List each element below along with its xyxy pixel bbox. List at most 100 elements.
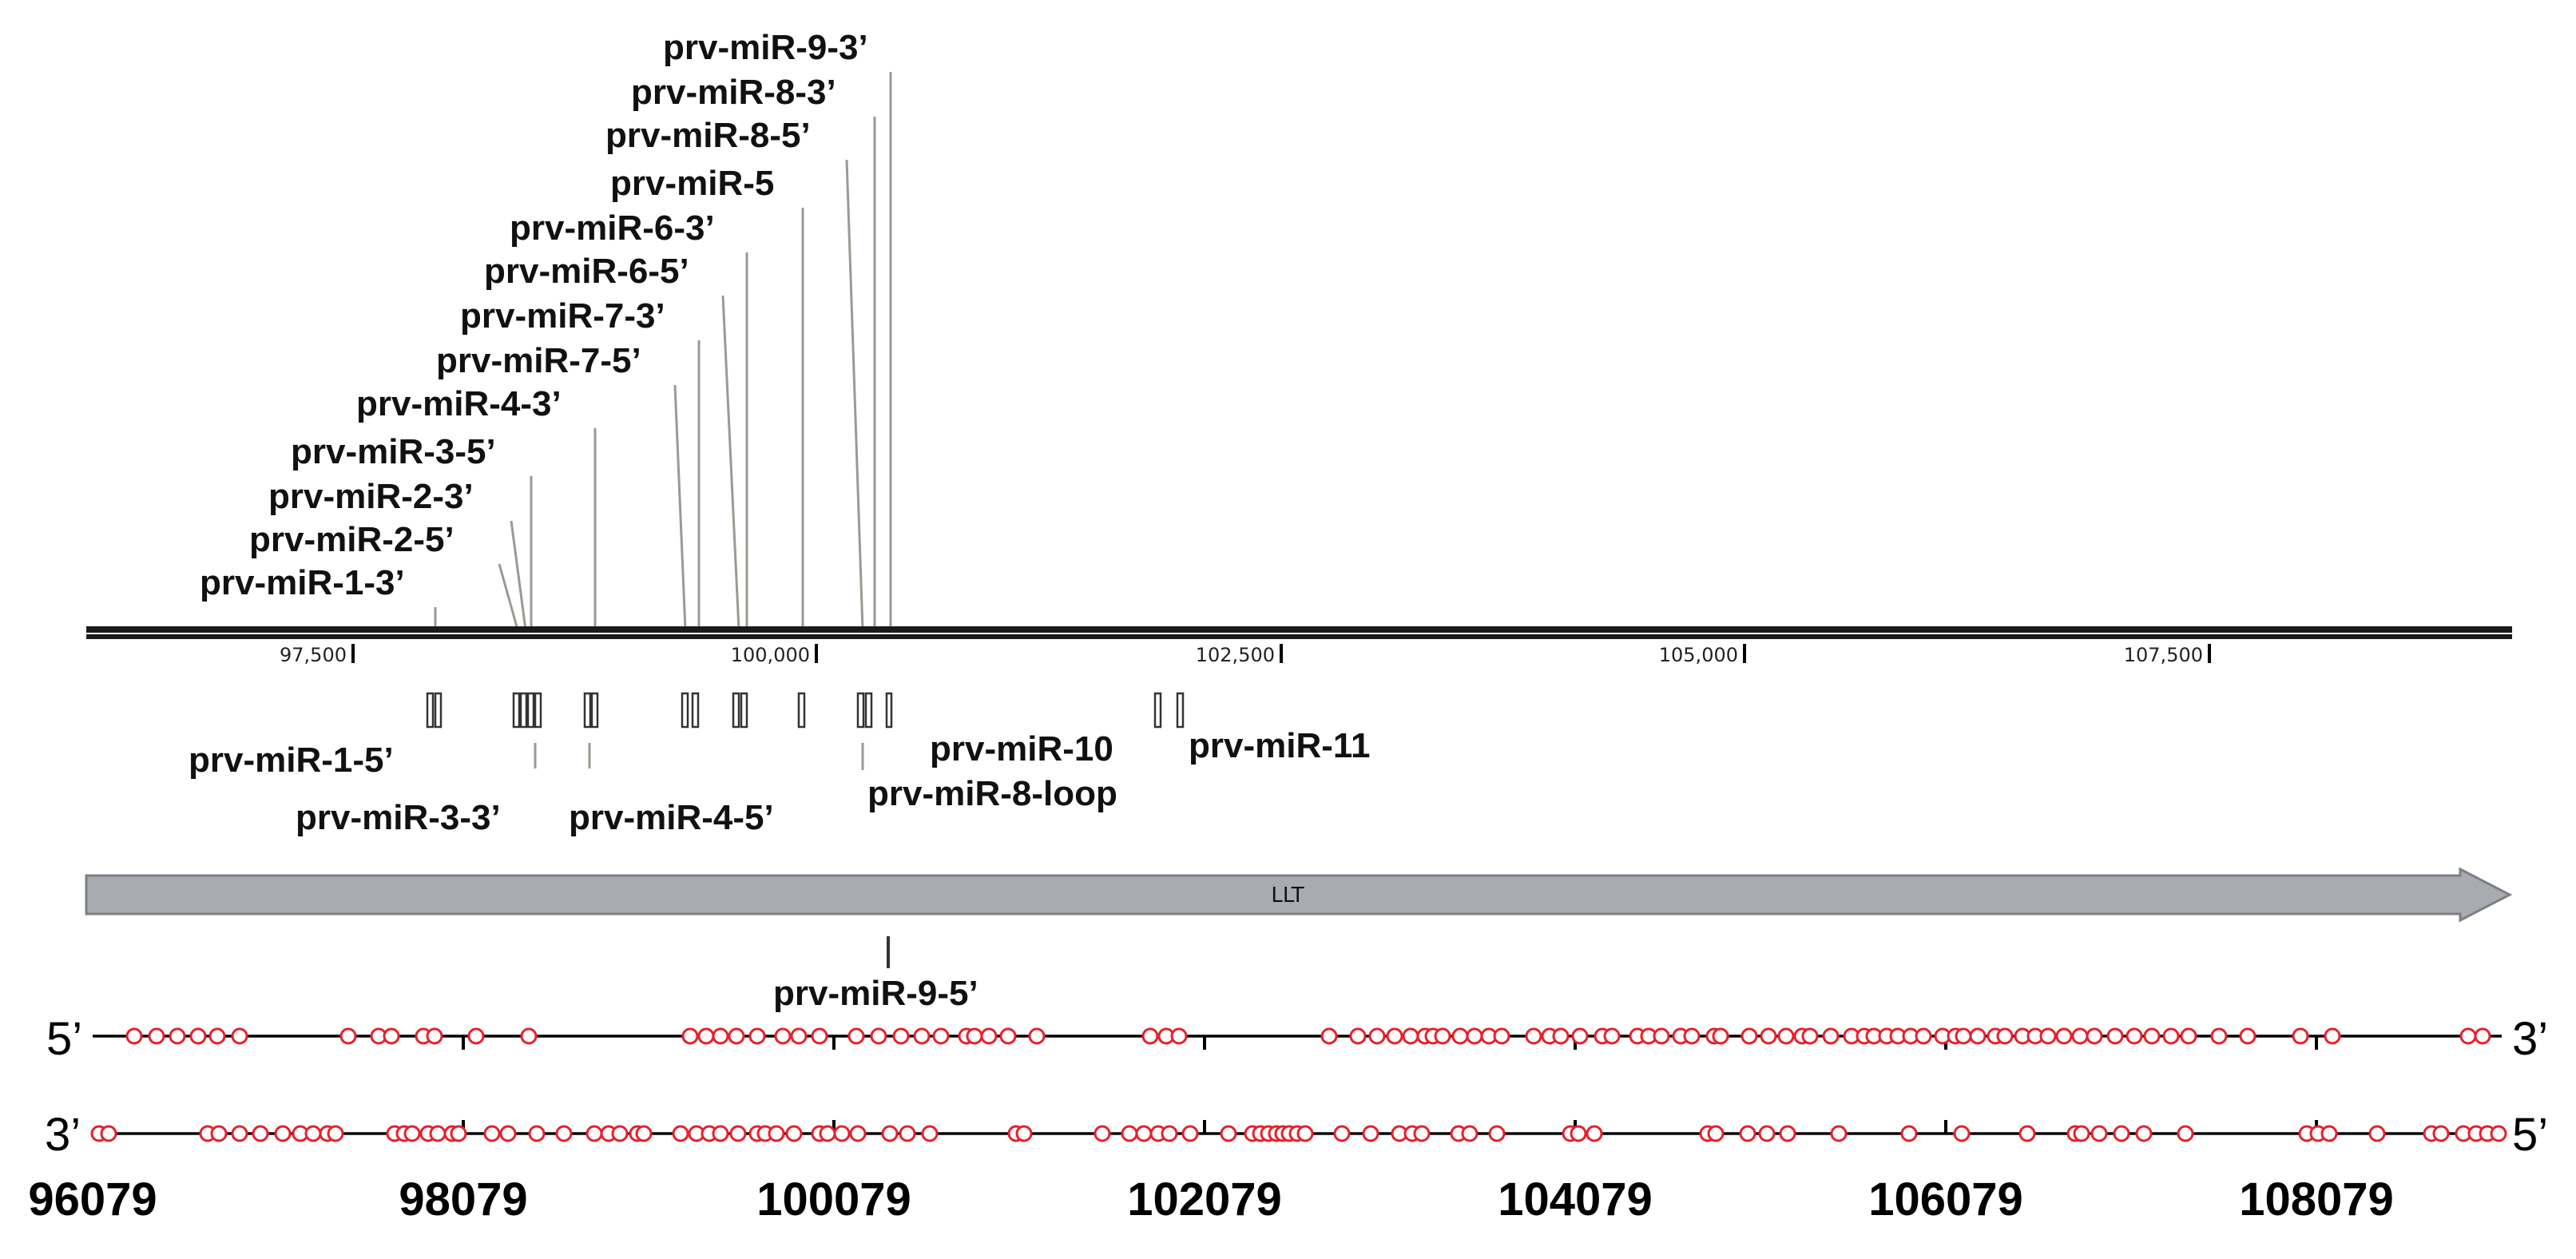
strand-site-marker xyxy=(100,1125,117,1142)
coord-98079: 98079 xyxy=(399,1174,527,1225)
label-mir-8-loop: prv-miR-8-loop xyxy=(867,774,1117,813)
strand-site-marker xyxy=(892,1027,910,1045)
bottom-strand-sites xyxy=(90,1125,2507,1142)
strand-site-marker xyxy=(1466,1027,1483,1045)
strand-site-marker xyxy=(1220,1125,1237,1142)
strand-site-marker xyxy=(980,1027,998,1045)
strand-site-marker xyxy=(450,1125,467,1142)
strand-site-marker xyxy=(1413,1125,1431,1142)
strand-site-marker xyxy=(1161,1125,1178,1142)
strand-site-marker xyxy=(729,1125,747,1142)
strand-site-marker xyxy=(383,1027,400,1045)
strand-site-marker xyxy=(1915,1027,1932,1045)
strand-site-marker xyxy=(1571,1027,1589,1045)
label-mir-8-5: prv-miR-8-5’ xyxy=(605,116,811,155)
strand-site-marker xyxy=(252,1125,269,1142)
strand-site-marker xyxy=(2086,1027,2103,1045)
strand-site-marker xyxy=(1121,1125,1138,1142)
strand-site-marker xyxy=(1740,1027,1758,1045)
label-mir-5: prv-miR-5 xyxy=(610,164,774,203)
strand-site-marker xyxy=(847,1027,865,1045)
bottom-mirna-labels: prv-miR-1-5’ prv-miR-3-3’ prv-miR-4-5’ p… xyxy=(189,726,1370,837)
label-mir-10: prv-miR-10 xyxy=(930,729,1113,769)
strand-site-marker xyxy=(189,1027,207,1045)
strand-site-marker xyxy=(1296,1125,1314,1142)
tick-label-97500: 97,500 xyxy=(280,644,347,666)
strand-site-marker xyxy=(2432,1125,2450,1142)
strand-site-marker xyxy=(999,1027,1017,1045)
strand-site-marker xyxy=(2459,1027,2477,1045)
strand-site-marker xyxy=(520,1027,538,1045)
strand-site-marker xyxy=(2177,1125,2194,1142)
strand-site-marker xyxy=(1779,1125,1796,1142)
strand-site-marker xyxy=(1822,1027,1840,1045)
top-strand: 5’ 3’ xyxy=(46,1013,2548,1065)
top-strand-sites xyxy=(125,1027,2491,1045)
strand-site-marker xyxy=(966,1027,983,1045)
strand-site-marker xyxy=(1739,1125,1756,1142)
strand-site-marker xyxy=(1525,1027,1542,1045)
coord-108079: 108079 xyxy=(2239,1174,2394,1225)
strand-site-marker xyxy=(635,1125,653,1142)
coord-104079: 104079 xyxy=(1498,1174,1653,1225)
strand-site-marker xyxy=(231,1125,248,1142)
label-mir-1-3: prv-miR-1-3’ xyxy=(200,563,405,602)
strand-site-marker xyxy=(1402,1027,1419,1045)
strand-site-marker xyxy=(2180,1027,2197,1045)
strand-site-marker xyxy=(2055,1027,2073,1045)
strand-site-marker xyxy=(1461,1125,1479,1142)
top-mirna-labels: prv-miR-9-3’ prv-miR-8-3’ prv-miR-8-5’ p… xyxy=(200,28,868,602)
strand-site-marker xyxy=(2018,1125,2036,1142)
top-leader-lines xyxy=(434,72,892,630)
strand-site-marker xyxy=(1712,1027,1729,1045)
strand-site-marker xyxy=(426,1027,443,1045)
strand-site-marker xyxy=(833,1125,851,1142)
strand-site-marker xyxy=(555,1125,573,1142)
strand-site-marker xyxy=(1362,1125,1379,1142)
strand-site-marker xyxy=(483,1125,501,1142)
strand-site-marker xyxy=(1141,1027,1159,1045)
strand-site-marker xyxy=(1015,1125,1033,1142)
strand-site-marker xyxy=(728,1027,745,1045)
strand-site-marker xyxy=(2320,1125,2338,1142)
strand-site-marker xyxy=(2143,1027,2161,1045)
coordinate-labels: 96079 98079 100079 102079 104079 106079 … xyxy=(28,1174,2393,1225)
strand-site-marker xyxy=(2490,1125,2507,1142)
label-mir-6-3: prv-miR-6-3’ xyxy=(510,209,715,248)
strand-site-marker xyxy=(672,1125,689,1142)
strand-site-marker xyxy=(1368,1027,1386,1045)
strand-site-marker xyxy=(169,1027,186,1045)
strand-site-marker xyxy=(2324,1027,2341,1045)
strand-site-marker xyxy=(811,1027,828,1045)
strand-site-marker xyxy=(1758,1125,1776,1142)
label-mir-2-5: prv-miR-2-5’ xyxy=(249,520,454,559)
bottom-strand-right-end: 5’ xyxy=(2512,1109,2548,1161)
strand-site-marker xyxy=(528,1125,546,1142)
strand-site-marker xyxy=(1488,1125,1506,1142)
mir-9-5-marker: prv-miR-9-5’ xyxy=(773,936,978,1013)
strand-site-marker xyxy=(1552,1027,1570,1045)
label-mir-9-3: prv-miR-9-3’ xyxy=(663,28,868,67)
strand-site-marker xyxy=(231,1027,248,1045)
strand-site-marker xyxy=(932,1027,950,1045)
strand-site-marker xyxy=(208,1027,226,1045)
coord-96079: 96079 xyxy=(28,1174,157,1225)
strand-site-marker xyxy=(712,1027,729,1045)
strand-site-marker xyxy=(2162,1027,2180,1045)
strand-site-marker xyxy=(125,1027,143,1045)
coord-100079: 100079 xyxy=(756,1174,911,1225)
strand-site-marker xyxy=(1830,1125,1848,1142)
label-mir-9-5: prv-miR-9-5’ xyxy=(773,974,978,1013)
bottom-strand-left-end: 3’ xyxy=(45,1109,81,1161)
strand-site-marker xyxy=(1707,1125,1725,1142)
label-mir-6-5: prv-miR-6-5’ xyxy=(484,252,689,291)
strand-site-marker xyxy=(304,1125,322,1142)
top-strand-left-end: 5’ xyxy=(46,1013,82,1065)
strand-site-marker xyxy=(1683,1027,1701,1045)
strand-site-marker xyxy=(1094,1125,1111,1142)
label-mir-4-5: prv-miR-4-5’ xyxy=(569,798,774,837)
strand-site-marker xyxy=(1760,1027,1777,1045)
strand-site-marker xyxy=(697,1027,715,1045)
label-mir-7-5: prv-miR-7-5’ xyxy=(436,341,641,380)
